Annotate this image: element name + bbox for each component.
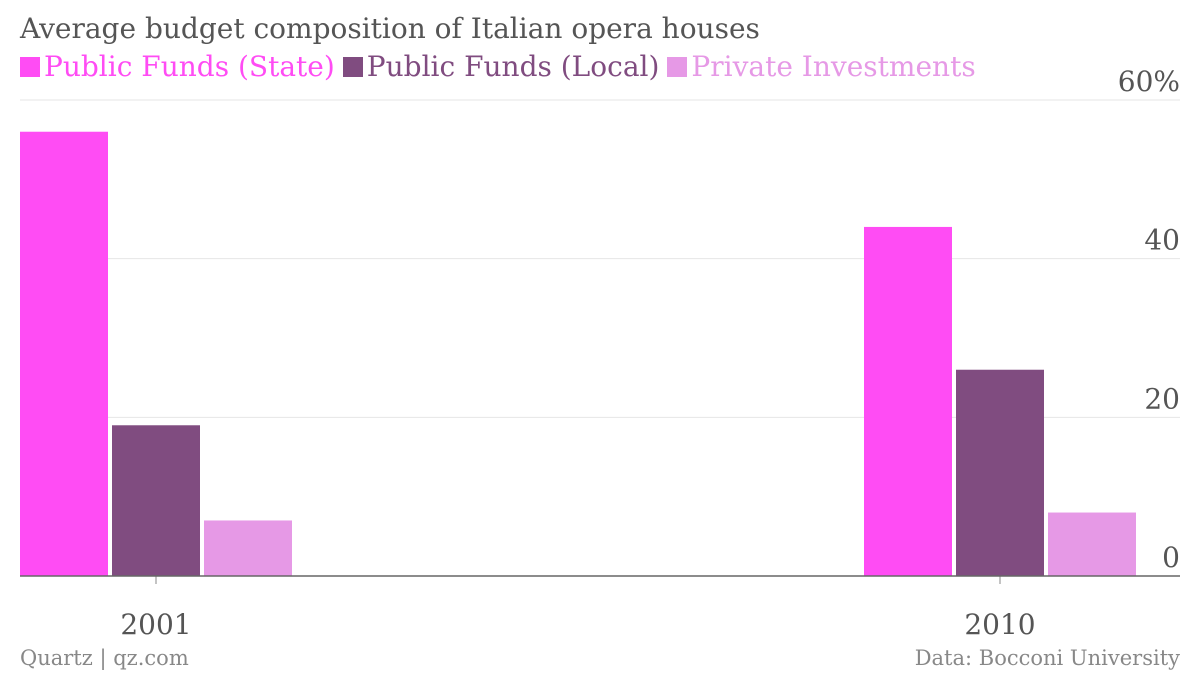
- x-tick-label: 2001: [120, 608, 191, 641]
- legend-label-state: Public Funds (State): [44, 50, 335, 83]
- bar: [204, 520, 292, 576]
- y-tick-label: 0: [1162, 541, 1180, 574]
- bar: [956, 369, 1044, 576]
- y-tick-label: 60%: [1118, 65, 1180, 98]
- legend-item-private: Private Investments: [667, 50, 976, 83]
- chart-title: Average budget composition of Italian op…: [20, 12, 760, 45]
- y-tick-label: 20: [1144, 382, 1180, 415]
- legend-label-private: Private Investments: [691, 50, 976, 83]
- chart-legend: Public Funds (State) Public Funds (Local…: [20, 50, 984, 83]
- legend-item-state: Public Funds (State): [20, 50, 335, 83]
- x-tick-label: 2010: [964, 608, 1035, 641]
- bar: [112, 425, 200, 576]
- legend-swatch-state: [20, 56, 40, 77]
- bar: [864, 226, 952, 576]
- y-tick-label: 40: [1144, 224, 1180, 257]
- bar: [1048, 512, 1136, 576]
- legend-label-local: Public Funds (Local): [366, 50, 660, 83]
- bar: [20, 131, 108, 576]
- legend-item-local: Public Funds (Local): [342, 50, 660, 83]
- footer-credit: Quartz | qz.com: [20, 646, 189, 670]
- legend-swatch-private: [667, 56, 688, 77]
- legend-swatch-local: [342, 56, 363, 77]
- footer-source: Data: Bocconi University: [914, 646, 1180, 670]
